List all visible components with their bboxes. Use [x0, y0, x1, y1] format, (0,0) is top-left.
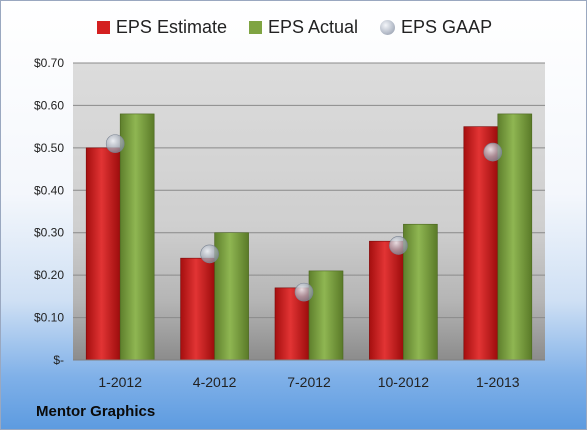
- legend-swatch-actual: [248, 21, 262, 34]
- legend-item-estimate: EPS Estimate: [96, 17, 227, 38]
- bars: [85, 113, 533, 361]
- y-tick-label: $0.10: [34, 311, 64, 325]
- legend-swatch-gaap: [380, 20, 396, 35]
- bar-eps-estimate: [463, 126, 499, 361]
- company-name: Mentor Graphics: [36, 403, 156, 420]
- bar-eps-actual: [214, 232, 249, 361]
- bar-eps-estimate: [369, 240, 404, 361]
- legend-label-gaap: EPS GAAP: [401, 17, 493, 37]
- x-axis-ticks: 1-2012 4-2012 7-2012 10-2012 1-2013: [98, 374, 519, 390]
- y-axis-ticks: $- $0.10 $0.20 $0.30 $0.40 $0.50 $0.60 $0.70: [34, 56, 64, 367]
- x-tick-label: 7-2012: [287, 374, 331, 390]
- marker-eps-gaap: [294, 282, 314, 302]
- y-tick-label: $0.30: [34, 226, 64, 240]
- legend-swatch-estimate: [96, 21, 110, 34]
- x-tick-label: 10-2012: [378, 374, 430, 390]
- bar-eps-actual: [119, 113, 155, 361]
- bar-eps-actual: [308, 270, 344, 361]
- bar-eps-estimate: [85, 147, 121, 361]
- legend: EPS Estimate EPS Actual EPS GAAP: [1, 17, 586, 38]
- x-tick-label: 1-2013: [476, 374, 520, 390]
- legend-label-estimate: EPS Estimate: [115, 17, 227, 37]
- bar-eps-actual: [403, 223, 438, 361]
- gaap-markers: [105, 134, 503, 302]
- legend-label-actual: EPS Actual: [267, 17, 359, 37]
- marker-eps-gaap: [389, 236, 408, 255]
- marker-eps-gaap: [200, 244, 219, 264]
- y-tick-label: $-: [53, 353, 64, 367]
- legend-item-actual: EPS Actual: [248, 17, 359, 38]
- x-tick-label: 1-2012: [98, 374, 142, 390]
- y-tick-label: $0.50: [34, 141, 64, 155]
- y-tick-label: $0.70: [34, 56, 64, 70]
- legend-item-gaap: EPS GAAP: [380, 17, 492, 38]
- y-tick-label: $0.40: [34, 183, 64, 197]
- y-tick-label: $0.20: [34, 268, 64, 282]
- bar-eps-actual: [497, 113, 533, 361]
- bar-eps-estimate: [180, 257, 215, 361]
- marker-eps-gaap: [105, 134, 125, 153]
- y-tick-label: $0.60: [34, 98, 64, 112]
- marker-eps-gaap: [483, 142, 503, 162]
- x-tick-label: 4-2012: [193, 374, 237, 390]
